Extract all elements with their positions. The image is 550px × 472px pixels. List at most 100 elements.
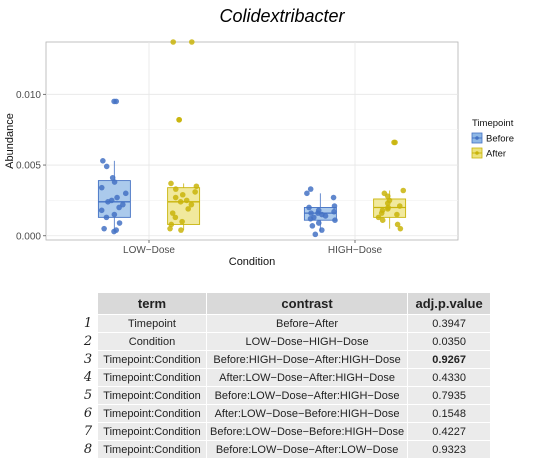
data-point	[396, 203, 403, 209]
data-point	[168, 221, 175, 228]
data-point	[188, 39, 195, 45]
data-point	[101, 225, 107, 232]
data-point	[307, 186, 314, 192]
legend-key-point	[475, 151, 479, 155]
cell-contrast: Before−After	[205, 314, 409, 333]
cell-term: Timepoint:Condition	[97, 404, 207, 423]
data-point	[397, 225, 404, 232]
data-point	[179, 218, 185, 225]
header-term: term	[97, 292, 207, 315]
data-point	[177, 199, 184, 205]
data-point	[312, 231, 319, 238]
data-point	[172, 186, 179, 192]
data-point	[304, 190, 310, 197]
table-row: 5 Timepoint:Condition Before:LOW−Dose−Afte…	[78, 386, 492, 405]
data-point	[170, 39, 177, 45]
y-axis-ticks: 0.000 0.005 0.010	[16, 90, 46, 242]
cell-term: Timepoint:Condition	[97, 422, 207, 441]
cell-adj-p-value: 0.9323	[407, 440, 492, 459]
data-point	[113, 98, 120, 105]
data-point	[98, 207, 105, 214]
points-layer	[98, 39, 407, 238]
data-point	[103, 214, 110, 221]
data-point	[308, 210, 314, 216]
data-point	[105, 199, 111, 205]
data-point	[179, 191, 186, 198]
cell-contrast: Before:LOW−Dose−After:LOW−Dose	[205, 440, 409, 459]
data-point	[193, 183, 200, 190]
data-point	[111, 211, 118, 218]
legend-key-point	[475, 136, 479, 140]
table-header-row: term contrast adj.p.value	[78, 292, 492, 315]
table-body: 1 Timepoint Before−After 0.3947 2 Condition LO…	[78, 314, 492, 459]
data-point	[100, 158, 106, 164]
data-point	[315, 220, 322, 226]
table-row: 1 Timepoint Before−After 0.3947	[78, 314, 492, 333]
cell-term: Timepoint:Condition	[97, 368, 207, 387]
x-axis-title: Condition	[229, 256, 275, 268]
cell-adj-p-value: 0.3947	[407, 314, 492, 333]
table-row: 3 Timepoint:Condition Before:HIGH−Dose−Aft…	[78, 350, 492, 369]
cell-contrast: After:LOW−Dose−After:HIGH−Dose	[205, 368, 409, 387]
cell-adj-p-value: 0.7935	[407, 386, 492, 405]
cell-term: Condition	[97, 332, 207, 351]
stats-table: term contrast adj.p.value 1 Timepoint Befo…	[78, 292, 492, 459]
data-point	[192, 189, 198, 195]
data-point	[378, 210, 385, 216]
y-tick-label: 0.000	[16, 231, 41, 242]
data-point	[185, 206, 191, 212]
data-point	[400, 187, 407, 194]
y-axis-title: Abundance	[4, 113, 16, 169]
cell-term: Timepoint	[97, 314, 207, 333]
header-blank	[78, 292, 98, 315]
table-row: 2 Condition LOW−Dose−HIGH−Dose 0.0350	[78, 332, 492, 351]
y-tick-label: 0.010	[16, 90, 41, 101]
legend-label-before: Before	[486, 134, 514, 145]
header-contrast: contrast	[205, 292, 409, 315]
x-tick-label: LOW−Dose	[123, 245, 175, 256]
legend: Timepoint Before After	[471, 118, 514, 160]
box-plot-chart: Colidextribacter 0.000 0.005 0.010 LOW−Dos…	[4, 6, 514, 268]
row-number: 6	[78, 404, 98, 423]
data-point	[384, 200, 391, 207]
data-point	[330, 194, 337, 201]
data-point	[375, 214, 382, 221]
data-point	[172, 214, 179, 221]
cell-contrast: LOW−Dose−HIGH−Dose	[205, 332, 409, 351]
row-number: 5	[78, 386, 98, 405]
cell-adj-p-value: 0.9267	[407, 350, 492, 369]
cell-contrast: Before:HIGH−Dose−After:HIGH−Dose	[205, 350, 409, 369]
data-point	[391, 139, 397, 146]
data-point	[109, 174, 116, 181]
data-point	[116, 204, 122, 211]
cell-term: Timepoint:Condition	[97, 440, 207, 459]
cell-adj-p-value: 0.4330	[407, 368, 492, 387]
y-tick-label: 0.005	[16, 161, 41, 172]
data-point	[307, 215, 314, 222]
row-number: 1	[78, 314, 98, 333]
data-point	[306, 204, 312, 211]
table-row: 8 Timepoint:Condition Before:LOW−Dose−Afte…	[78, 440, 492, 459]
x-axis-ticks: LOW−Dose HIGH−Dose	[123, 240, 383, 256]
data-point	[176, 116, 182, 123]
data-point	[114, 194, 120, 201]
data-point	[379, 217, 386, 223]
data-point	[122, 190, 129, 197]
data-point	[183, 197, 190, 204]
table-row: 6 Timepoint:Condition After:LOW−Dose−Befor…	[78, 404, 492, 423]
row-number: 2	[78, 332, 98, 351]
data-point	[394, 211, 400, 218]
legend-label-after: After	[486, 149, 506, 160]
data-point	[103, 163, 110, 170]
cell-contrast: Before:LOW−Dose−Before:HIGH−Dose	[205, 422, 409, 441]
row-number: 4	[78, 368, 98, 387]
header-adj-p-value: adj.p.value	[407, 292, 492, 315]
x-tick-label: HIGH−Dose	[328, 245, 383, 256]
table-row: 7 Timepoint:Condition Before:LOW−Dose−Befo…	[78, 422, 492, 441]
row-number: 3	[78, 350, 98, 369]
data-point	[322, 213, 329, 219]
cell-adj-p-value: 0.0350	[407, 332, 492, 351]
data-point	[309, 223, 316, 229]
data-point	[111, 228, 117, 235]
data-point	[168, 180, 174, 187]
